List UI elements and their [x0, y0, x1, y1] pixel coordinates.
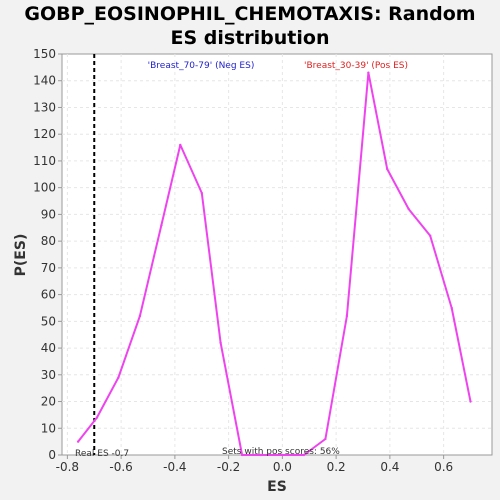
tick-layer: 0 10 20 30 40 50 60 70 80 90 100 110 120 130 140 150 -0.… — [33, 47, 453, 474]
y-tick-label: 130 — [33, 100, 56, 114]
data-point — [345, 314, 349, 318]
data-point — [95, 416, 99, 419]
data-point — [138, 314, 142, 318]
neg-es-annotation: 'Breast_70-79' (Neg ES) — [148, 61, 255, 71]
x-tick-label: -0.8 — [56, 460, 79, 474]
chart-title-line-1: GOBP_EOSINOPHIL_CHEMOTAXIS: Random — [24, 3, 475, 25]
y-tick-label: 120 — [33, 127, 56, 141]
y-tick-label: 150 — [33, 47, 56, 61]
x-tick-label: -0.2 — [217, 460, 240, 474]
y-tick-label: 0 — [48, 448, 56, 462]
y-tick-label: 10 — [41, 421, 56, 435]
data-point — [469, 400, 472, 403]
x-tick-label: 0.6 — [434, 460, 453, 474]
data-point — [385, 167, 389, 171]
data-point — [200, 191, 203, 195]
data-point — [179, 143, 182, 147]
data-point — [259, 453, 263, 457]
series-line — [77, 71, 472, 456]
y-axis-label: P(ES) — [13, 234, 29, 277]
plot-area — [61, 53, 493, 456]
y-tick-label: 110 — [33, 154, 56, 168]
grid-layer — [62, 54, 492, 455]
x-axis-label: ES — [267, 479, 287, 495]
y-tick-label: 50 — [41, 314, 56, 328]
real-es-annotation: Real ES -0.7 — [75, 449, 129, 459]
data-point — [76, 440, 80, 443]
y-tick-label: 30 — [41, 368, 56, 382]
data-point — [367, 71, 370, 74]
pos-es-annotation: 'Breast_30-39' (Pos ES) — [304, 61, 408, 71]
x-tick-label: 0.0 — [273, 460, 292, 474]
x-tick-label: 0.2 — [327, 460, 346, 474]
data-point — [324, 437, 327, 441]
data-point — [407, 207, 410, 211]
chart-title-line-2: ES distribution — [171, 27, 330, 49]
y-tick-label: 100 — [33, 181, 56, 195]
data-point — [117, 376, 120, 379]
y-tick-label: 20 — [41, 395, 56, 409]
y-tick-label: 140 — [33, 74, 56, 88]
x-tick-label: -0.6 — [109, 460, 132, 474]
data-point — [281, 453, 284, 457]
data-point — [240, 453, 244, 457]
y-tick-label: 80 — [41, 234, 56, 248]
sets-pos-scores-annotation: Sets with pos scores: 56% — [222, 447, 340, 457]
y-tick-label: 90 — [41, 207, 56, 221]
y-tick-label: 60 — [41, 288, 56, 302]
y-tick-label: 40 — [41, 341, 56, 355]
data-point — [160, 223, 163, 227]
x-tick-label: -0.4 — [163, 460, 186, 474]
data-point — [302, 453, 306, 457]
x-tick-label: 0.4 — [380, 460, 399, 474]
data-point — [450, 306, 453, 310]
y-tick-label: 70 — [41, 261, 56, 275]
series-layer — [76, 71, 472, 457]
data-point — [219, 341, 222, 344]
data-point — [428, 234, 432, 237]
